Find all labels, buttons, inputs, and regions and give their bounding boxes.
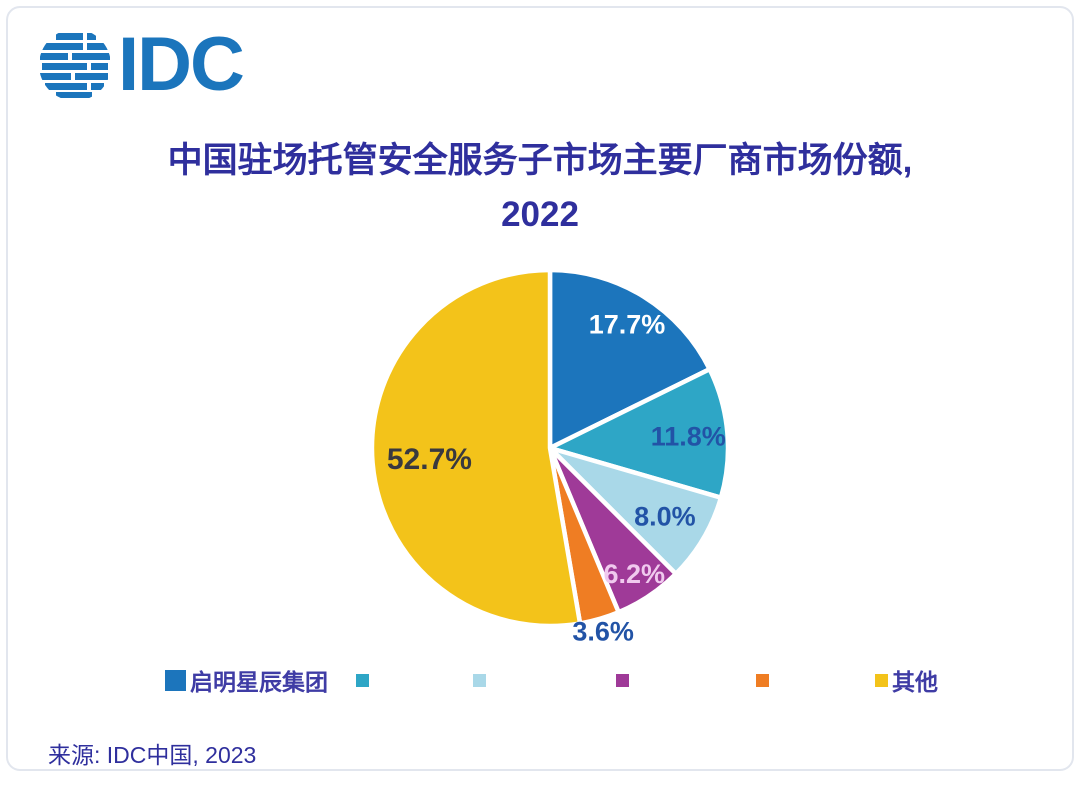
pie-label-5: 52.7% <box>387 443 472 476</box>
idc-globe-icon <box>40 33 110 98</box>
pie-slice-5 <box>369 267 583 629</box>
legend-item-0: 启明星辰集团 <box>165 663 328 697</box>
pie-label-3: 6.2% <box>604 559 666 589</box>
legend-swatch-icon <box>356 673 369 687</box>
legend-item-5: 其他 <box>875 663 938 697</box>
pie-chart: 17.7% 11.8% 8.0% 6.2% 3.6% 52.7% <box>369 267 731 646</box>
chart-title-line1: 中国驻场托管安全服务子市场主要厂商市场份额, <box>167 141 913 180</box>
legend-label: 其他 <box>892 669 938 695</box>
legend-item-1 <box>356 663 369 697</box>
legend-swatch-icon <box>756 673 769 687</box>
legend-swatch-icon <box>875 673 888 687</box>
pie-label-2: 8.0% <box>634 501 696 531</box>
pie-label-4: 3.6% <box>572 616 634 646</box>
legend-swatch-icon <box>473 673 486 687</box>
legend-item-4 <box>756 663 769 697</box>
legend-swatch-icon <box>165 669 186 691</box>
idc-logo-text: IDC <box>118 22 245 107</box>
pie-slice-1 <box>547 366 731 500</box>
chart-card: IDC 中国驻场托管安全服务子市场主要厂商市场份额, 2022 17.7% 11.… <box>6 6 1074 771</box>
legend-label: 启明星辰集团 <box>190 669 328 695</box>
chart-title-line2: 2022 <box>501 195 579 234</box>
pie-label-0: 17.7% <box>589 309 666 339</box>
legend: 启明星辰集团 其他 <box>8 663 1080 697</box>
pie-slice-0 <box>547 267 712 451</box>
idc-logo: IDC <box>38 22 245 107</box>
chart-title: 中国驻场托管安全服务子市场主要厂商市场份额, 2022 <box>8 134 1072 242</box>
source-note: 来源: IDC中国, 2023 <box>48 742 257 768</box>
legend-swatch-icon <box>616 673 629 687</box>
legend-item-3 <box>616 663 629 697</box>
legend-item-2 <box>473 663 486 697</box>
pie-label-1: 11.8% <box>651 421 726 451</box>
